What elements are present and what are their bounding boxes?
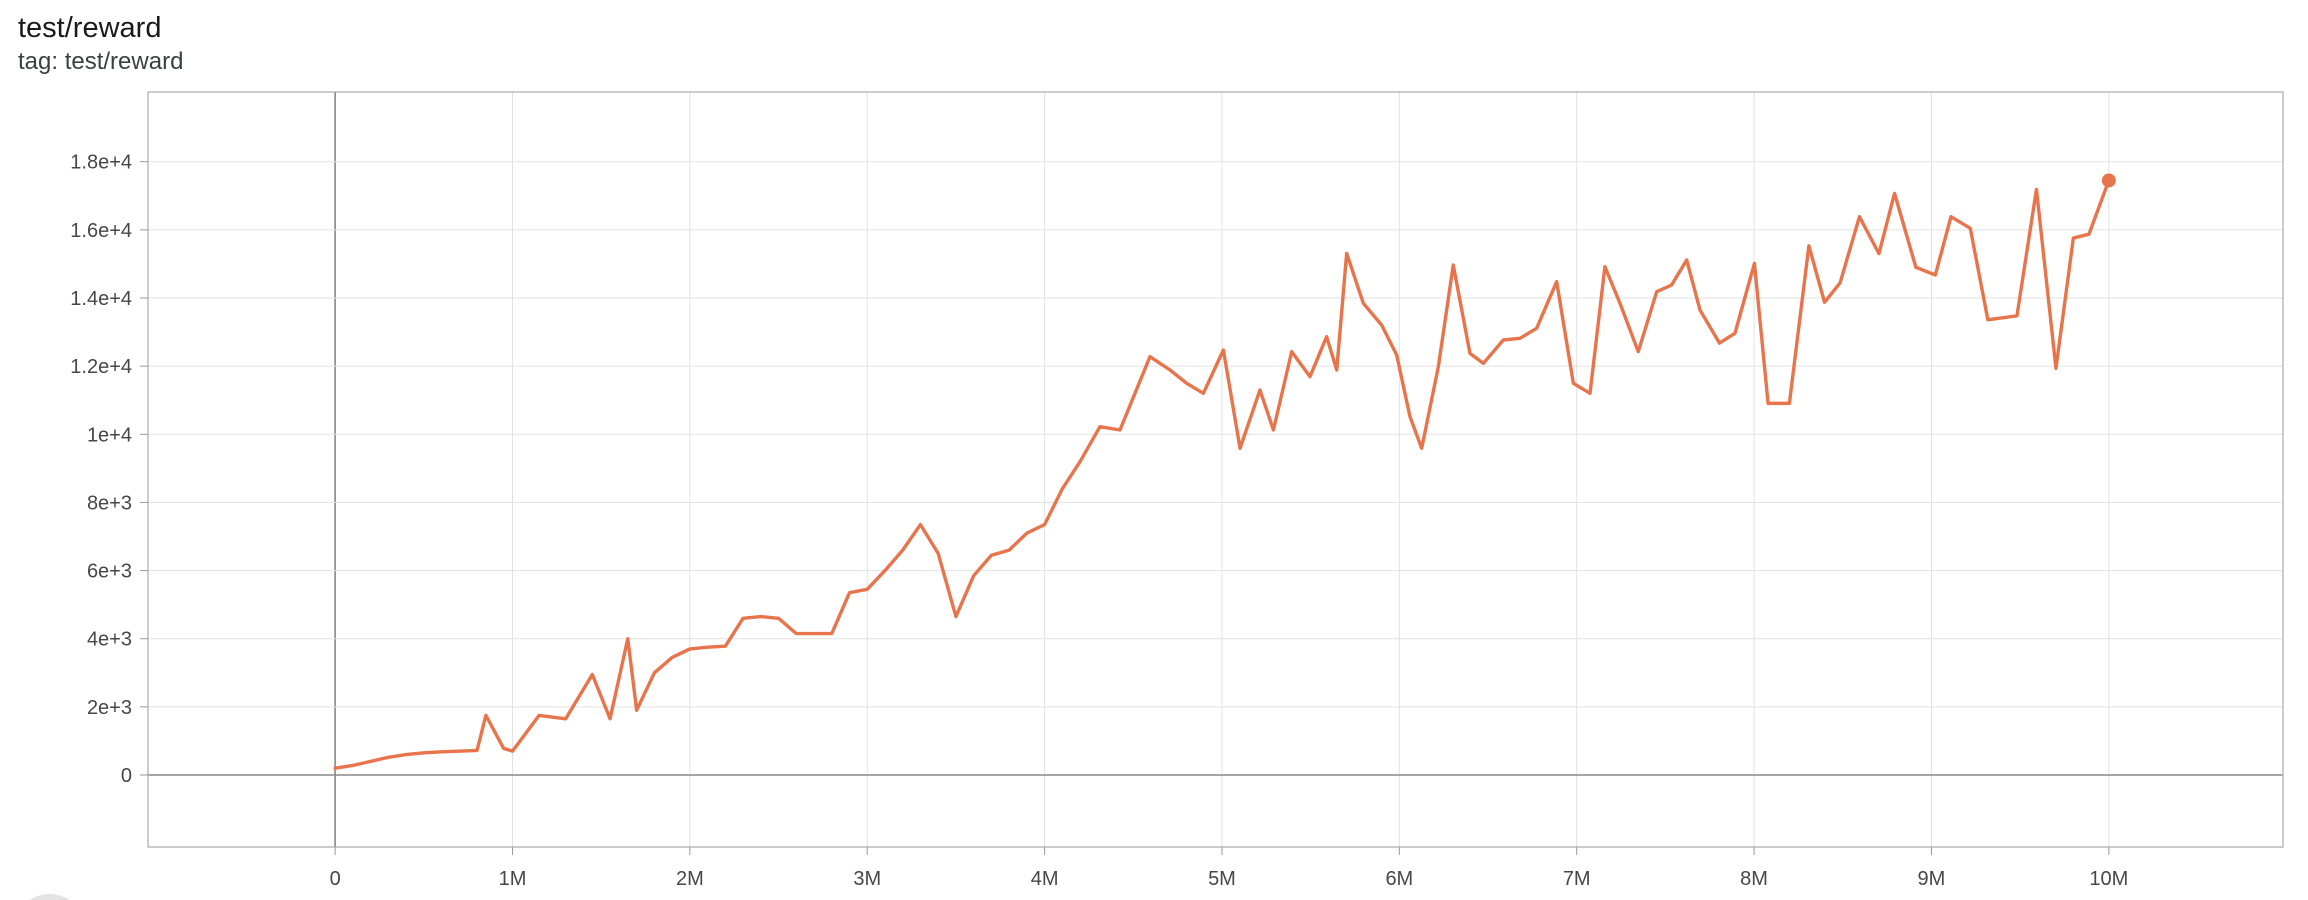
svg-text:1e+4: 1e+4 [87, 424, 132, 446]
svg-text:3M: 3M [853, 868, 881, 890]
svg-text:2M: 2M [676, 868, 704, 890]
svg-text:0: 0 [330, 868, 341, 890]
svg-text:1.6e+4: 1.6e+4 [70, 220, 132, 242]
svg-text:0: 0 [121, 765, 132, 787]
svg-text:4M: 4M [1031, 868, 1059, 890]
svg-text:1.4e+4: 1.4e+4 [70, 288, 132, 310]
svg-text:1.8e+4: 1.8e+4 [70, 152, 132, 174]
svg-text:5M: 5M [1208, 868, 1236, 890]
svg-text:8e+3: 8e+3 [87, 492, 132, 514]
svg-text:6M: 6M [1385, 868, 1413, 890]
svg-text:9M: 9M [1918, 868, 1946, 890]
svg-text:7M: 7M [1563, 868, 1591, 890]
svg-text:8M: 8M [1740, 868, 1768, 890]
svg-text:4e+3: 4e+3 [87, 629, 132, 651]
svg-text:6e+3: 6e+3 [87, 561, 132, 583]
svg-text:2e+3: 2e+3 [87, 697, 132, 719]
svg-text:10M: 10M [2089, 868, 2128, 890]
svg-text:1M: 1M [499, 868, 527, 890]
svg-text:1.2e+4: 1.2e+4 [70, 356, 132, 378]
